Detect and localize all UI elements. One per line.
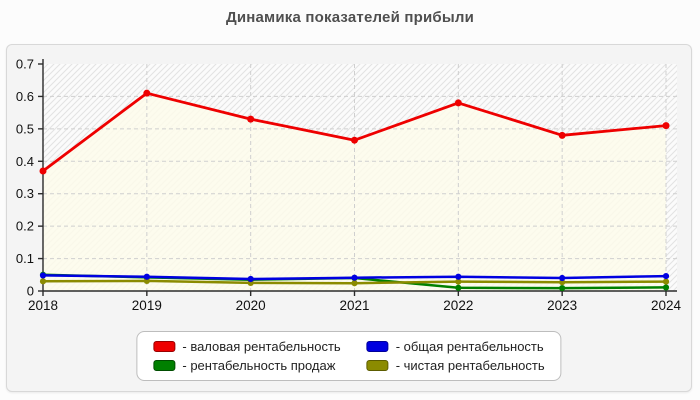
svg-text:2023: 2023: [547, 298, 577, 313]
chart-legend: - валовая рентабельность - общая рентабе…: [136, 331, 562, 381]
svg-text:0: 0: [27, 284, 34, 299]
legend-item-total-margin: - общая рентабельность: [366, 339, 545, 354]
blue-series-swatch-icon: [366, 341, 389, 352]
olive-series-swatch-icon: [366, 360, 389, 371]
svg-text:2024: 2024: [651, 298, 682, 313]
svg-text:2020: 2020: [236, 298, 266, 313]
svg-text:0.1: 0.1: [16, 251, 34, 266]
svg-text:2018: 2018: [28, 298, 58, 313]
svg-text:0.5: 0.5: [16, 121, 34, 136]
svg-text:0.3: 0.3: [16, 186, 34, 201]
legend-label: - валовая рентабельность: [182, 339, 341, 354]
legend-label: - общая рентабельность: [395, 339, 544, 354]
green-series-swatch-icon: [153, 360, 176, 371]
svg-text:2019: 2019: [132, 298, 162, 313]
svg-text:0.7: 0.7: [16, 57, 34, 72]
legend-item-net-margin: - чистая рентабельность: [366, 358, 545, 373]
legend-item-gross-margin: - валовая рентабельность: [153, 339, 341, 354]
svg-text:0.4: 0.4: [16, 154, 34, 169]
legend-label: - чистая рентабельность: [395, 358, 545, 373]
profit-line-chart: 0 0.1 0.2 0.3 0.4 0.5 0.6 0.7 2018 2019 2020 2021 20…: [16, 57, 682, 314]
red-series-swatch-icon: [153, 341, 176, 352]
svg-text:2022: 2022: [443, 298, 473, 313]
svg-text:0.6: 0.6: [16, 89, 34, 104]
legend-label: - рентабельность продаж: [182, 358, 336, 373]
chart-title: Динамика показателей прибыли: [225, 9, 475, 26]
chart-panel: 0 0.1 0.2 0.3 0.4 0.5 0.6 0.7 2018 2019 2020 2021 20…: [6, 44, 692, 392]
legend-item-sales-margin: - рентабельность продаж: [153, 358, 340, 373]
svg-text:0.2: 0.2: [16, 219, 34, 234]
svg-text:2021: 2021: [339, 298, 369, 313]
